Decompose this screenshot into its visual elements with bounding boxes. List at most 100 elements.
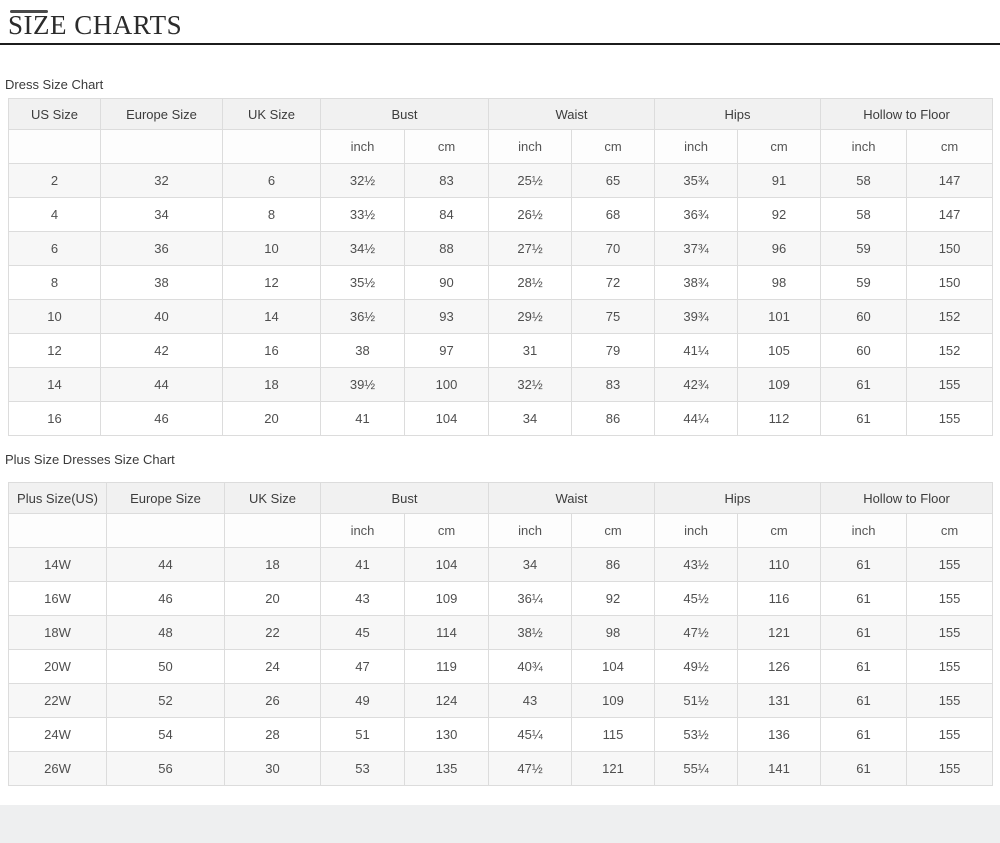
table-cell: 36	[100, 231, 223, 266]
table-row: 4 34 8 33½ 84 26½ 68 36¾ 92 58 147	[8, 197, 994, 232]
table-cell: 58	[820, 163, 908, 198]
table-cell: 4	[8, 197, 101, 232]
empty-subheader-cell	[100, 129, 223, 164]
table-cell: 155	[906, 547, 994, 582]
empty-subheader-cell	[106, 513, 225, 548]
table-cell: 44¼	[654, 401, 739, 436]
table-cell: 32½	[320, 163, 405, 198]
table-cell: 104	[403, 547, 490, 582]
table-cell: 16	[8, 401, 101, 436]
column-group-header: Hips	[654, 482, 822, 514]
table-cell: 152	[906, 299, 994, 334]
table-cell: 39¾	[654, 299, 739, 334]
unit-subheader: cm	[737, 129, 822, 164]
unit-subheader: cm	[403, 513, 490, 548]
table-cell: 51½	[654, 683, 739, 718]
table-cell: 46	[106, 581, 225, 616]
table-cell: 42	[100, 333, 223, 368]
table-cell: 96	[737, 231, 822, 266]
table-cell: 46	[100, 401, 223, 436]
table-cell: 49½	[654, 649, 739, 684]
table-cell: 34	[488, 401, 573, 436]
table-row: 8 38 12 35½ 90 28½ 72 38¾ 98 59 150	[8, 265, 994, 300]
table-cell: 130	[403, 717, 490, 752]
table-cell: 61	[820, 367, 908, 402]
table-cell: 83	[403, 163, 490, 198]
table-header-row: US Size Europe Size UK Size Bust Waist Hips Ho…	[8, 98, 994, 130]
table-cell: 61	[820, 649, 908, 684]
table-cell: 26	[224, 683, 321, 718]
table-cell: 88	[403, 231, 490, 266]
table-cell: 155	[906, 367, 994, 402]
table-header-row: Plus Size(US) Europe Size UK Size Bust Waist…	[8, 482, 994, 514]
table-cell: 34½	[320, 231, 405, 266]
empty-subheader-cell	[8, 513, 107, 548]
column-header: Plus Size(US)	[8, 482, 107, 514]
table-row: 10 40 14 36½ 93 29½ 75 39¾ 101 60 152	[8, 299, 994, 334]
table-row: 22W 52 26 49 124 43 109 51½ 131 61 155	[8, 683, 994, 718]
table-cell: 109	[403, 581, 490, 616]
table-cell: 155	[906, 683, 994, 718]
table-cell: 86	[571, 401, 656, 436]
table-cell: 29½	[488, 299, 573, 334]
unit-subheader: inch	[488, 513, 573, 548]
column-group-header: Waist	[488, 482, 656, 514]
top-edge-artifact	[10, 10, 48, 13]
table-cell: 121	[737, 615, 822, 650]
table-cell: 152	[906, 333, 994, 368]
page-title: SIZE CHARTS	[8, 10, 183, 40]
table-cell: 44	[100, 367, 223, 402]
table-cell: 30	[224, 751, 321, 786]
table-row: 6 36 10 34½ 88 27½ 70 37¾ 96 59 150	[8, 231, 994, 266]
table-cell: 38	[100, 265, 223, 300]
table-cell: 61	[820, 683, 908, 718]
empty-subheader-cell	[222, 129, 321, 164]
table-cell: 26½	[488, 197, 573, 232]
unit-subheader: cm	[906, 129, 994, 164]
table-cell: 38¾	[654, 265, 739, 300]
table-cell: 18	[224, 547, 321, 582]
unit-subheader: inch	[820, 513, 908, 548]
table-cell: 121	[571, 751, 656, 786]
title-divider	[0, 43, 1000, 45]
table-cell: 105	[737, 333, 822, 368]
empty-subheader-cell	[224, 513, 321, 548]
column-group-header: Waist	[488, 98, 656, 130]
table-subheader-row: inch cm inch cm inch cm inch cm	[8, 129, 994, 164]
table-cell: 109	[571, 683, 656, 718]
table-cell: 14W	[8, 547, 107, 582]
table-row: 26W 56 30 53 135 47½ 121 55¼ 141 61 155	[8, 751, 994, 786]
table-cell: 155	[906, 615, 994, 650]
table-row: 24W 54 28 51 130 45¼ 115 53½ 136 61 155	[8, 717, 994, 752]
table-cell: 92	[571, 581, 656, 616]
table-cell: 112	[737, 401, 822, 436]
column-header: Europe Size	[106, 482, 225, 514]
table-cell: 33½	[320, 197, 405, 232]
table-cell: 93	[403, 299, 490, 334]
table-cell: 61	[820, 401, 908, 436]
column-header: UK Size	[224, 482, 321, 514]
table-cell: 68	[571, 197, 656, 232]
table-cell: 43	[488, 683, 573, 718]
table-cell: 49	[320, 683, 405, 718]
table-row: 16 46 20 41 104 34 86 44¼ 112 61 155	[8, 401, 994, 436]
table-cell: 14	[8, 367, 101, 402]
unit-subheader: inch	[654, 129, 739, 164]
table-row: 12 42 16 38 97 31 79 41¼ 105 60 152	[8, 333, 994, 368]
table-cell: 28½	[488, 265, 573, 300]
table-row: 20W 50 24 47 119 40¾ 104 49½ 126 61 155	[8, 649, 994, 684]
table-cell: 155	[906, 717, 994, 752]
table-cell: 20	[224, 581, 321, 616]
table-cell: 155	[906, 581, 994, 616]
table-cell: 16	[222, 333, 321, 368]
table-cell: 115	[571, 717, 656, 752]
table-cell: 116	[737, 581, 822, 616]
table-cell: 55¼	[654, 751, 739, 786]
column-group-header: Hollow to Floor	[820, 482, 994, 514]
unit-subheader: inch	[488, 129, 573, 164]
table-cell: 40	[100, 299, 223, 334]
table-cell: 98	[571, 615, 656, 650]
table-cell: 47½	[654, 615, 739, 650]
table-row: 2 32 6 32½ 83 25½ 65 35¾ 91 58 147	[8, 163, 994, 198]
table-subheader-row: inch cm inch cm inch cm inch cm	[8, 513, 994, 548]
